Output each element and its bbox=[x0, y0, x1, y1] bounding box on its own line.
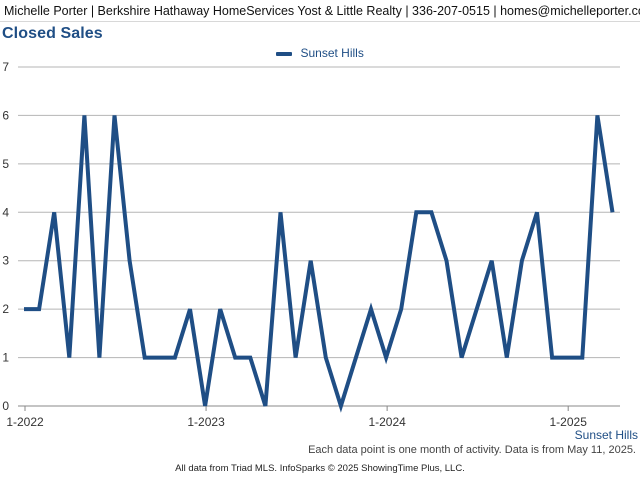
data-point[interactable] bbox=[34, 304, 44, 314]
data-point[interactable] bbox=[336, 401, 346, 411]
chart-legend[interactable]: Sunset Hills bbox=[0, 46, 640, 60]
legend-line-swatch bbox=[276, 51, 293, 56]
data-point[interactable] bbox=[19, 304, 29, 314]
series-line-sunset-hills[interactable] bbox=[24, 115, 615, 413]
data-point[interactable] bbox=[79, 110, 89, 120]
legend-label: Sunset Hills bbox=[300, 46, 364, 60]
data-point[interactable] bbox=[276, 207, 286, 217]
data-point[interactable] bbox=[125, 256, 135, 266]
data-point[interactable] bbox=[517, 256, 527, 266]
footer-credit: All data from Triad MLS. InfoSparks © 20… bbox=[175, 463, 465, 474]
data-point[interactable] bbox=[487, 256, 497, 266]
data-point[interactable] bbox=[64, 353, 74, 363]
data-point[interactable] bbox=[502, 353, 512, 363]
y-tick-label: 4 bbox=[2, 205, 9, 219]
x-tick-label: 1-2023 bbox=[187, 415, 225, 429]
y-tick-label: 1 bbox=[2, 351, 9, 365]
x-tick-label: 1-2025 bbox=[550, 415, 588, 429]
data-point[interactable] bbox=[426, 207, 436, 217]
data-point[interactable] bbox=[306, 256, 316, 266]
agent-contact-header: Michelle Porter | Berkshire Hathaway Hom… bbox=[0, 0, 640, 22]
data-point[interactable] bbox=[381, 353, 391, 363]
data-point[interactable] bbox=[291, 353, 301, 363]
y-axis-ticks: 0 1 2 3 4 5 6 7 bbox=[2, 60, 9, 413]
data-point[interactable] bbox=[411, 207, 421, 217]
y-tick-label: 0 bbox=[2, 399, 9, 413]
data-point[interactable] bbox=[230, 353, 240, 363]
data-point[interactable] bbox=[140, 353, 150, 363]
y-tick-label: 7 bbox=[2, 60, 9, 74]
chart-title: Closed Sales bbox=[2, 25, 103, 42]
data-point[interactable] bbox=[215, 304, 225, 314]
data-point[interactable] bbox=[441, 256, 451, 266]
data-point[interactable] bbox=[49, 207, 59, 217]
y-tick-label: 2 bbox=[2, 302, 9, 316]
data-point[interactable] bbox=[562, 353, 572, 363]
series-end-label: Sunset Hills bbox=[574, 428, 638, 442]
data-point[interactable] bbox=[321, 353, 331, 363]
y-tick-label: 3 bbox=[2, 254, 9, 268]
data-point[interactable] bbox=[260, 401, 270, 411]
data-point[interactable] bbox=[577, 353, 587, 363]
data-point[interactable] bbox=[547, 353, 557, 363]
x-tick-label: 1-2024 bbox=[368, 415, 406, 429]
x-tick-label: 1-2022 bbox=[6, 415, 44, 429]
x-axis-ticks: 1-2022 1-2023 1-2024 1-2025 bbox=[6, 406, 587, 429]
data-point[interactable] bbox=[532, 207, 542, 217]
data-point[interactable] bbox=[245, 353, 255, 363]
data-point[interactable] bbox=[607, 207, 617, 217]
series-lines bbox=[19, 110, 617, 413]
data-point[interactable] bbox=[155, 353, 165, 363]
data-point[interactable] bbox=[110, 110, 120, 120]
data-point[interactable] bbox=[94, 353, 104, 363]
data-note: Each data point is one month of activity… bbox=[308, 444, 636, 456]
header-text: Michelle Porter | Berkshire Hathaway Hom… bbox=[4, 4, 640, 18]
data-point[interactable] bbox=[185, 304, 195, 314]
data-point[interactable] bbox=[457, 353, 467, 363]
data-point[interactable] bbox=[200, 401, 210, 411]
data-point[interactable] bbox=[366, 304, 376, 314]
data-point[interactable] bbox=[592, 110, 602, 120]
data-point[interactable] bbox=[396, 304, 406, 314]
y-tick-label: 5 bbox=[2, 157, 9, 171]
data-point[interactable] bbox=[170, 353, 180, 363]
data-point[interactable] bbox=[472, 304, 482, 314]
y-tick-label: 6 bbox=[2, 108, 9, 122]
data-point[interactable] bbox=[351, 353, 361, 363]
